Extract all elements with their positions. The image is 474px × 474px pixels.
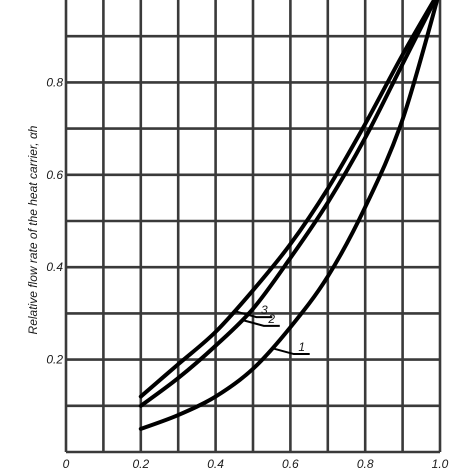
series-line-1: [138, 0, 440, 431]
curves: [138, 0, 440, 431]
x-tick-label: 0.6: [282, 457, 299, 471]
curve-label-1: 1: [298, 340, 305, 354]
curve-label-3: 3: [261, 303, 268, 317]
x-tick-label: 0.2: [132, 457, 149, 471]
curve-label-2: 2: [267, 312, 275, 326]
y-tick-label: 0.4: [46, 260, 63, 274]
y-axis-ticks: 0.2 0.4 0.6 0.8: [46, 75, 63, 366]
x-axis-ticks: 0 0.2 0.4 0.6 0.8 1.0: [63, 457, 449, 471]
curve-label-leader: [271, 347, 310, 356]
y-tick-label: 0.2: [46, 353, 63, 367]
y-tick-label: 0.8: [46, 75, 63, 89]
curve-labels: 1 23: [261, 303, 305, 354]
curve-label-leader: [241, 318, 280, 327]
curve-label-leaders: [234, 310, 310, 356]
y-axis-label: Relative flow rate of the heat carrier, …: [26, 125, 40, 334]
x-tick-label: 0.8: [357, 457, 374, 471]
series-line-3: [138, 0, 437, 399]
y-tick-label: 0.6: [46, 168, 63, 182]
curve-label-leader: [234, 310, 273, 319]
series-line-2: [138, 0, 438, 408]
grid: [64, 0, 442, 454]
x-tick-label: 0.4: [207, 457, 224, 471]
x-tick-label: 0: [63, 457, 70, 471]
x-tick-label: 1.0: [432, 457, 449, 471]
